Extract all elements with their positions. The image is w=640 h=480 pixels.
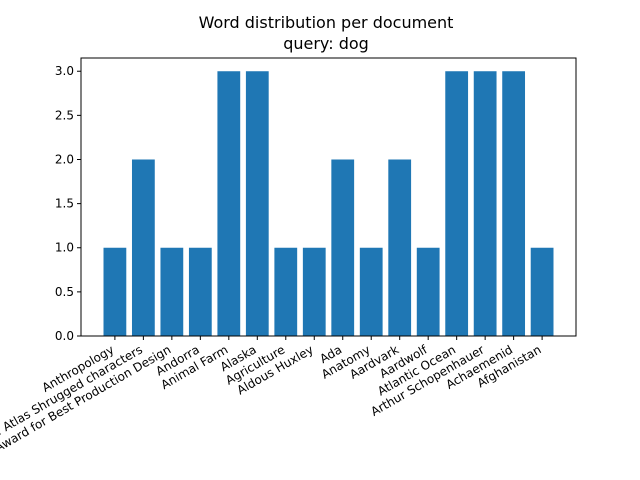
y-tick-label: 2.5 (55, 108, 74, 122)
bar (302, 247, 326, 336)
y-tick-label: 2.0 (55, 152, 74, 166)
y-tick-label: 0.5 (55, 285, 74, 299)
axes-frame (80, 57, 577, 337)
bar (388, 159, 412, 336)
plot-area: 0.00.51.01.52.02.53.0AnthropologyList of… (0, 57, 577, 480)
y-tick-label: 0.0 (55, 329, 74, 343)
bar (160, 247, 184, 336)
bar (473, 71, 497, 336)
chart-subtitle: query: dog (283, 34, 369, 53)
bar (416, 247, 440, 336)
bar (217, 71, 241, 336)
bar (530, 247, 554, 336)
bar (359, 247, 383, 336)
y-tick-label: 3.0 (55, 64, 74, 78)
y-tick-label: 1.0 (55, 241, 74, 255)
bar (331, 159, 355, 336)
bar (103, 247, 127, 336)
bar (131, 159, 155, 336)
chart-title: Word distribution per document (199, 13, 454, 32)
bar (502, 71, 526, 336)
bar (245, 71, 269, 336)
y-tick-label: 1.5 (55, 197, 74, 211)
bar (445, 71, 469, 336)
bar (274, 247, 298, 336)
bar (188, 247, 212, 336)
